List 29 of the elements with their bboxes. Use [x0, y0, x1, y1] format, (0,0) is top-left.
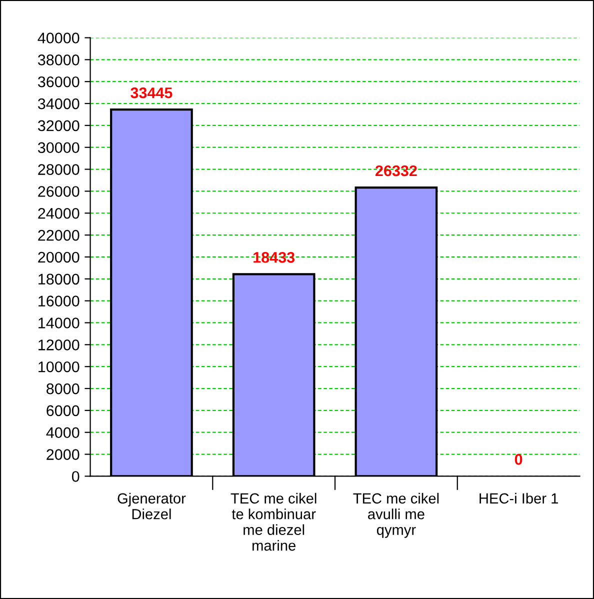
- y-tick-label: 8000: [46, 383, 80, 394]
- y-tick-label: 34000: [38, 98, 80, 110]
- data-label: 0: [514, 454, 522, 465]
- y-tick-label: 10000: [38, 361, 80, 372]
- y-tick-label: 18000: [38, 274, 80, 285]
- y-tick-label: 30000: [38, 142, 80, 154]
- x-tick-label: HEC-i Iber 1: [480, 492, 558, 504]
- y-tick-label: 14000: [38, 318, 80, 328]
- data-label: 33445: [130, 87, 172, 98]
- y-tick-label: 12000: [38, 340, 80, 350]
- y-tick-label: 38000: [38, 54, 80, 66]
- y-tick-label: 24000: [38, 208, 80, 219]
- y-tick-label: 36000: [38, 76, 80, 88]
- x-tick-label: Gjenerator Diezel: [118, 492, 186, 520]
- y-tick-label: 40000: [38, 32, 80, 44]
- y-tick-label: 16000: [38, 296, 80, 307]
- y-tick-label: 32000: [38, 120, 80, 132]
- y-tick-label: 22000: [38, 230, 80, 241]
- data-label: 26332: [375, 165, 417, 176]
- y-tick-label: 20000: [38, 252, 80, 263]
- x-tick-label: TEC me cikel avulli me qymyr: [353, 492, 439, 538]
- y-tick-label: 4000: [46, 427, 80, 438]
- y-tick-label: 0: [72, 471, 80, 482]
- x-tick-label: TEC me cikel te kombinuar me diezel marine: [230, 492, 316, 551]
- y-tick-label: 2000: [46, 449, 80, 460]
- y-tick-label: 26000: [38, 186, 80, 197]
- y-tick-label: 6000: [46, 405, 80, 416]
- y-tick-label: 28000: [38, 164, 80, 175]
- data-label: 18433: [254, 252, 295, 263]
